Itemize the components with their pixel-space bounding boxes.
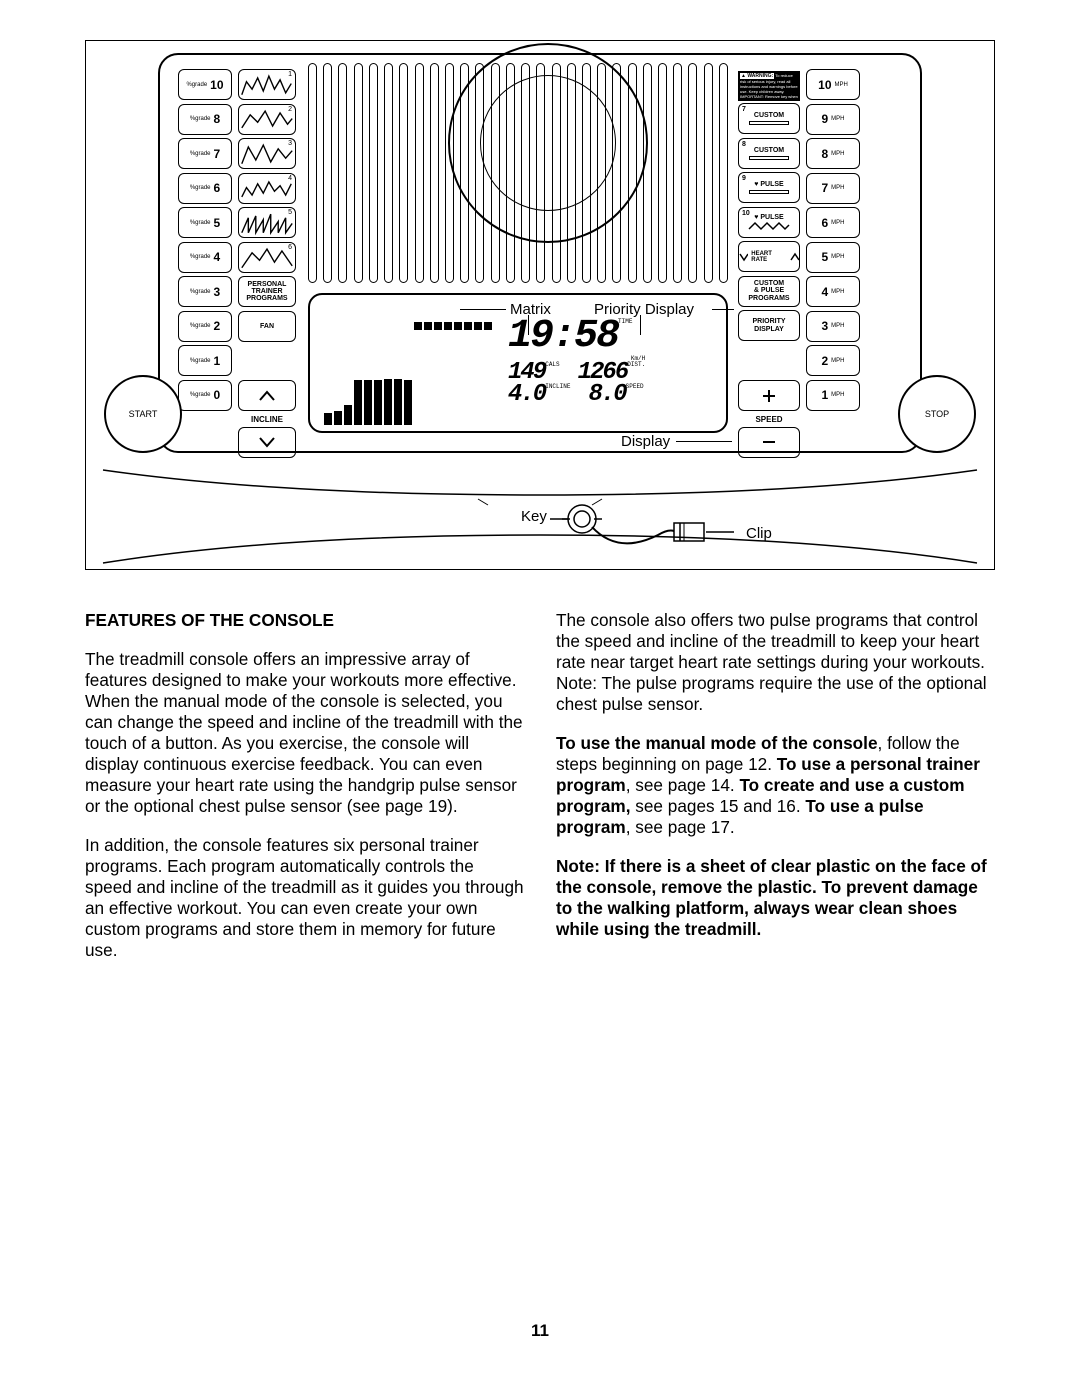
callout-key: Key (521, 508, 547, 525)
heart-rate-button: HEART RATE (738, 241, 800, 272)
mph-button: 4MPH (806, 276, 860, 307)
incline-control: INCLINE (238, 380, 296, 461)
paragraph: To use the manual mode of the console, f… (556, 733, 995, 838)
grade-button: %grade3 (178, 276, 232, 307)
page-number: 11 (0, 1321, 1080, 1341)
mph-button: 2MPH (806, 345, 860, 376)
custom-program-button: 8CUSTOM (738, 138, 800, 169)
grade-button-column: %grade10 %grade8 %grade7 %grade6 %grade5… (178, 69, 232, 414)
minus-icon (761, 434, 777, 450)
program-button-column: 1 2 3 4 5 6 PERSONAL TRAINER PROGRAMS FA… (238, 69, 296, 345)
mph-button: 1MPH (806, 380, 860, 411)
personal-trainer-label: PERSONAL TRAINER PROGRAMS (238, 276, 296, 307)
grade-button: %grade8 (178, 104, 232, 135)
pulse-program-button: 10♥ PULSE (738, 207, 800, 238)
program-button: 2 (238, 104, 296, 135)
callout-priority-display: Priority Display (590, 301, 698, 318)
custom-pulse-programs-label: CUSTOM & PULSE PROGRAMS (738, 276, 800, 307)
incline-up-button (238, 380, 296, 411)
console-diagram: %grade10 %grade8 %grade7 %grade6 %grade5… (85, 40, 995, 570)
fan-button: FAN (238, 311, 296, 342)
chevron-down-icon (258, 436, 276, 448)
mph-button-column: 10MPH 9MPH 8MPH 7MPH 6MPH 5MPH 4MPH 3MPH… (806, 69, 860, 414)
grade-button: %grade1 (178, 345, 232, 376)
plus-icon (761, 388, 777, 404)
paragraph: The treadmill console offers an impressi… (85, 649, 524, 817)
section-heading: FEATURES OF THE CONSOLE (85, 610, 524, 631)
warning-label: ▲ WARNING: To reduce risk of serious inj… (738, 71, 800, 101)
speaker-ring (448, 43, 648, 243)
right-column: The console also offers two pulse progra… (556, 610, 995, 979)
paragraph: Note: If there is a sheet of clear plast… (556, 856, 995, 940)
custom-program-button: 7CUSTOM (738, 103, 800, 134)
lcd-matrix (324, 315, 494, 425)
grade-button: %grade7 (178, 138, 232, 169)
program-button: 3 (238, 138, 296, 169)
mph-button: 10MPH (806, 69, 860, 100)
program-button: 4 (238, 173, 296, 204)
grade-button: %grade4 (178, 242, 232, 273)
mph-button: 7MPH (806, 173, 860, 204)
priority-display-button: PRIORITY DISPLAY (738, 310, 800, 341)
stop-button: STOP (898, 375, 976, 453)
chevron-up-icon (258, 390, 276, 402)
speed-up-button (738, 380, 800, 411)
program-button: 1 (238, 69, 296, 100)
pulse-program-button: 9♥ PULSE (738, 172, 800, 203)
mph-button: 5MPH (806, 242, 860, 273)
mph-button: 8MPH (806, 138, 860, 169)
chevron-down-icon (739, 252, 748, 262)
body-text: FEATURES OF THE CONSOLE The treadmill co… (85, 610, 995, 979)
mph-button: 3MPH (806, 311, 860, 342)
paragraph: In addition, the console features six pe… (85, 835, 524, 961)
chevron-up-icon (790, 252, 799, 262)
mph-button: 6MPH (806, 207, 860, 238)
right-program-column: 7CUSTOM 8CUSTOM 9♥ PULSE 10♥ PULSE HEART… (738, 103, 800, 345)
callout-display: Display (617, 433, 674, 450)
paragraph: The console also offers two pulse progra… (556, 610, 995, 715)
grade-button: %grade6 (178, 173, 232, 204)
program-button: 6 (238, 242, 296, 273)
left-column: FEATURES OF THE CONSOLE The treadmill co… (85, 610, 524, 979)
speed-label: SPEED (738, 415, 800, 424)
grade-button: %grade2 (178, 311, 232, 342)
speed-down-button (738, 427, 800, 458)
grade-button: %grade0 (178, 380, 232, 411)
incline-down-button (238, 427, 296, 458)
speed-control: SPEED (738, 380, 800, 461)
grade-button: %grade10 (178, 69, 232, 100)
incline-label: INCLINE (238, 415, 296, 424)
grade-button: %grade5 (178, 207, 232, 238)
mph-button: 9MPH (806, 104, 860, 135)
program-button: 5 (238, 207, 296, 238)
callout-matrix: Matrix (506, 301, 555, 318)
start-button: START (104, 375, 182, 453)
callout-clip: Clip (746, 525, 772, 542)
